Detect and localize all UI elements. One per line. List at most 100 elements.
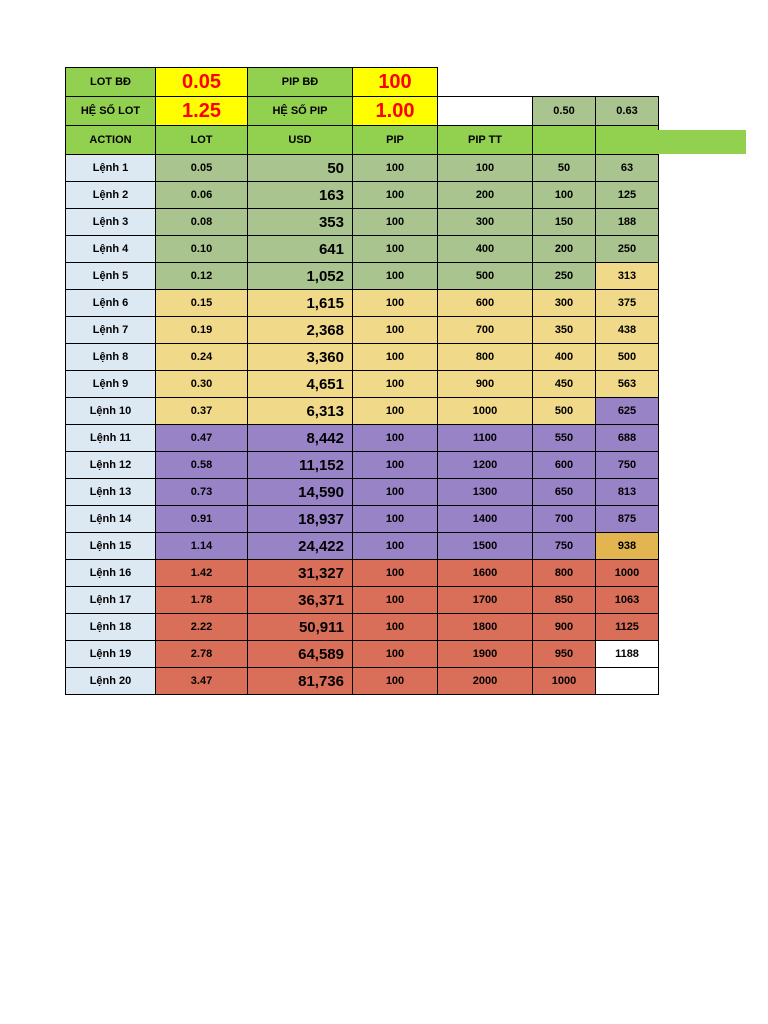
row-label: Lệnh 16 xyxy=(65,559,156,587)
c50-cell: 450 xyxy=(532,370,596,398)
spreadsheet: LOT BĐ 0.05 PIP BĐ 100 HỆ SỐ LOT 1.25 HỆ… xyxy=(65,67,659,695)
lot-cell: 0.58 xyxy=(155,451,248,479)
empty-area xyxy=(438,68,659,97)
table-row: Lệnh 17 1.78 36,371 100 1700 850 1063 xyxy=(65,586,659,614)
lot-cell: 1.42 xyxy=(155,559,248,587)
usd-cell: 1,615 xyxy=(247,289,353,317)
he-so-lot-label: HỆ SỐ LOT xyxy=(65,96,156,126)
c63-cell: 688 xyxy=(595,424,659,452)
c63-cell: 1000 xyxy=(595,559,659,587)
lot-cell: 2.22 xyxy=(155,613,248,641)
row-label: Lệnh 10 xyxy=(65,397,156,425)
c50-cell: 750 xyxy=(532,532,596,560)
c50-cell: 500 xyxy=(532,397,596,425)
c63-cell: 188 xyxy=(595,208,659,236)
c50-cell: 950 xyxy=(532,640,596,668)
lot-cell: 2.78 xyxy=(155,640,248,668)
pip-cell: 100 xyxy=(352,370,438,398)
c50-cell: 200 xyxy=(532,235,596,263)
pip-cell: 100 xyxy=(352,235,438,263)
pip-tt-cell: 1800 xyxy=(437,613,533,641)
pip-tt-cell: 1200 xyxy=(437,451,533,479)
table-row: Lệnh 14 0.91 18,937 100 1400 700 875 xyxy=(65,505,659,533)
pip-tt-cell: 1100 xyxy=(437,424,533,452)
pip-cell: 100 xyxy=(352,424,438,452)
usd-cell: 641 xyxy=(247,235,353,263)
usd-cell: 1,052 xyxy=(247,262,353,290)
row-label: Lệnh 2 xyxy=(65,181,156,209)
pip-bd-value: 100 xyxy=(352,67,438,97)
row-label: Lệnh 1 xyxy=(65,154,156,182)
he-so-pip-label: HỆ SỐ PIP xyxy=(247,96,353,126)
row-label: Lệnh 19 xyxy=(65,640,156,668)
c50-cell: 850 xyxy=(532,586,596,614)
lot-cell: 0.06 xyxy=(155,181,248,209)
row-label: Lệnh 18 xyxy=(65,613,156,641)
pip-cell: 100 xyxy=(352,208,438,236)
green-bar xyxy=(658,130,746,154)
c50-cell: 250 xyxy=(532,262,596,290)
he-so-lot-value: 1.25 xyxy=(155,96,248,126)
pip-tt-cell: 1000 xyxy=(437,397,533,425)
usd-cell: 353 xyxy=(247,208,353,236)
lot-cell: 0.24 xyxy=(155,343,248,371)
param-row-2: HỆ SỐ LOT 1.25 HỆ SỐ PIP 1.00 0.50 0.63 xyxy=(65,96,659,126)
c50-cell: 550 xyxy=(532,424,596,452)
lot-cell: 0.10 xyxy=(155,235,248,263)
usd-cell: 31,327 xyxy=(247,559,353,587)
col-header-pip-tt: PIP TT xyxy=(437,125,533,155)
pip-cell: 100 xyxy=(352,478,438,506)
pip-cell: 100 xyxy=(352,586,438,614)
lot-cell: 0.12 xyxy=(155,262,248,290)
col-header-pip: PIP xyxy=(352,125,438,155)
usd-cell: 163 xyxy=(247,181,353,209)
table-row: Lệnh 2 0.06 163 100 200 100 125 xyxy=(65,181,659,209)
usd-cell: 3,360 xyxy=(247,343,353,371)
c50-cell: 100 xyxy=(532,181,596,209)
usd-cell: 50,911 xyxy=(247,613,353,641)
lot-cell: 0.30 xyxy=(155,370,248,398)
lot-bd-value: 0.05 xyxy=(155,67,248,97)
row-label: Lệnh 15 xyxy=(65,532,156,560)
c63-cell: 438 xyxy=(595,316,659,344)
col-header-spare-2 xyxy=(595,125,659,155)
col-header-action: ACTION xyxy=(65,125,156,155)
c63-cell: 1188 xyxy=(595,640,659,668)
c50-cell: 50 xyxy=(532,154,596,182)
c50-cell: 300 xyxy=(532,289,596,317)
c63-cell: 750 xyxy=(595,451,659,479)
table-row: Lệnh 5 0.12 1,052 100 500 250 313 xyxy=(65,262,659,290)
pip-cell: 100 xyxy=(352,505,438,533)
lot-cell: 1.14 xyxy=(155,532,248,560)
usd-cell: 36,371 xyxy=(247,586,353,614)
pip-cell: 100 xyxy=(352,397,438,425)
usd-cell: 50 xyxy=(247,154,353,182)
table-row: Lệnh 18 2.22 50,911 100 1800 900 1125 xyxy=(65,613,659,641)
usd-cell: 14,590 xyxy=(247,478,353,506)
table-row: Lệnh 12 0.58 11,152 100 1200 600 750 xyxy=(65,451,659,479)
row-label: Lệnh 7 xyxy=(65,316,156,344)
c63-cell: 250 xyxy=(595,235,659,263)
coef-63-cell: 0.63 xyxy=(595,96,659,126)
c63-cell: 313 xyxy=(595,262,659,290)
c50-cell: 650 xyxy=(532,478,596,506)
c50-cell: 800 xyxy=(532,559,596,587)
col-header-usd: USD xyxy=(247,125,353,155)
lot-cell: 0.73 xyxy=(155,478,248,506)
pip-tt-cell: 1300 xyxy=(437,478,533,506)
param-row-1: LOT BĐ 0.05 PIP BĐ 100 xyxy=(65,67,659,97)
table-row: Lệnh 13 0.73 14,590 100 1300 650 813 xyxy=(65,478,659,506)
c63-cell: 500 xyxy=(595,343,659,371)
table-row: Lệnh 7 0.19 2,368 100 700 350 438 xyxy=(65,316,659,344)
lot-cell: 0.37 xyxy=(155,397,248,425)
pip-tt-cell: 500 xyxy=(437,262,533,290)
pip-tt-cell: 1600 xyxy=(437,559,533,587)
table-row: Lệnh 11 0.47 8,442 100 1100 550 688 xyxy=(65,424,659,452)
table-row: Lệnh 8 0.24 3,360 100 800 400 500 xyxy=(65,343,659,371)
usd-cell: 18,937 xyxy=(247,505,353,533)
c63-cell: 63 xyxy=(595,154,659,182)
table-row: Lệnh 9 0.30 4,651 100 900 450 563 xyxy=(65,370,659,398)
usd-cell: 8,442 xyxy=(247,424,353,452)
pip-cell: 100 xyxy=(352,640,438,668)
